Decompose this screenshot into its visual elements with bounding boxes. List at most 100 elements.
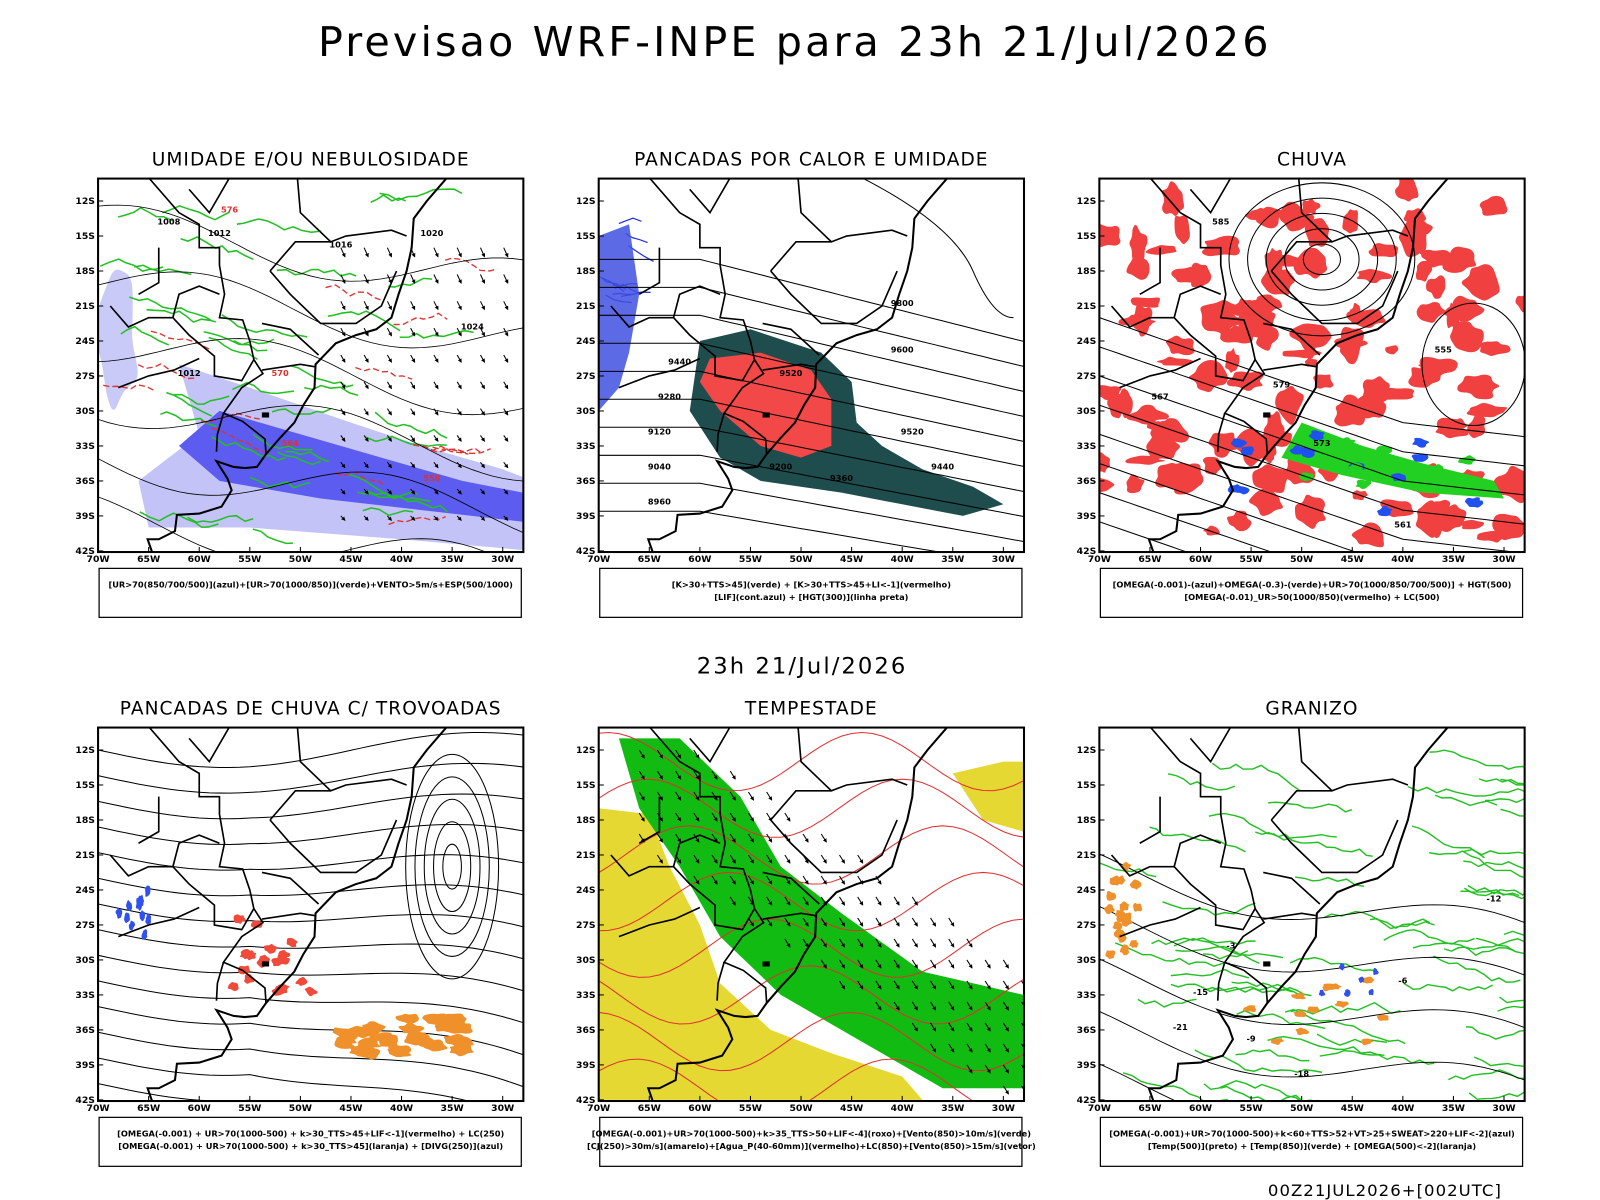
wind-vector [784, 938, 791, 948]
shaded-area [1304, 218, 1330, 247]
contour-line [388, 277, 433, 288]
contour-label: 9440 [668, 356, 691, 366]
map-panel: TEMPESTADE 12S 15S 18S 21S 24S 27S 30S 33S 36S 39S… [576, 698, 1036, 1167]
panel-title: TEMPESTADE [744, 698, 878, 719]
map-frame [97, 726, 525, 1103]
shaded-area [1121, 912, 1132, 921]
border-line [296, 727, 407, 792]
streamline [405, 753, 500, 980]
shaded-area [145, 913, 152, 925]
wind-vector [1021, 1085, 1024, 1095]
lat-label: 30S [1077, 955, 1097, 966]
contour-line [236, 218, 322, 234]
border-line [762, 322, 820, 356]
wind-vector [387, 515, 392, 521]
border-line [1173, 285, 1256, 382]
lat-label: 27S [576, 371, 596, 382]
shaded-area [145, 885, 151, 897]
contour-line [1478, 778, 1525, 785]
border-line [638, 247, 661, 295]
lat-label: 12S [75, 745, 95, 756]
contour-line [277, 451, 322, 466]
shaded-area [450, 1023, 473, 1034]
shaded-area [598, 808, 923, 1100]
panel-title: PANCADAS DE CHUVA C/ TROVOADAS [120, 698, 502, 719]
lon-label: 60W [688, 554, 711, 565]
contour-line [1162, 901, 1256, 916]
island [261, 412, 270, 418]
lon-label: 65W [638, 1103, 661, 1114]
wind-vector [766, 854, 773, 864]
wind-vector [479, 301, 486, 311]
contour-line [174, 393, 230, 405]
shaded-area [1295, 1027, 1309, 1036]
lat-label: 30S [576, 406, 596, 417]
lat-label: 27S [1077, 920, 1097, 931]
border-line [1270, 241, 1333, 272]
contour-line [98, 271, 524, 349]
shaded-area [1476, 530, 1510, 543]
contour-line [1383, 929, 1475, 945]
wind-vector [784, 854, 791, 864]
wind-vector [966, 980, 973, 990]
shaded-area [1225, 348, 1240, 373]
wind-vector [766, 896, 773, 906]
contour-line [1433, 955, 1521, 983]
border-line [648, 178, 768, 455]
wind-vector [433, 408, 439, 416]
shaded-area [115, 907, 123, 919]
shaded-area [1278, 201, 1315, 232]
wind-vector [693, 770, 700, 780]
contour-label: 1012 [208, 228, 231, 238]
wind-vector [875, 1001, 882, 1011]
shaded-area [1129, 224, 1148, 264]
contour-line [862, 178, 1014, 319]
border-line [215, 413, 225, 452]
lon-label: 70W [1088, 1103, 1111, 1114]
lat-label: 39S [576, 511, 596, 522]
wind-vector [729, 791, 736, 801]
wind-vector [386, 274, 392, 284]
map-area: 9800 9600 9520 9440 9360 9280 9200 9120 9040 8960… [598, 178, 1024, 553]
contour-line [445, 257, 498, 272]
wind-vector [911, 959, 918, 969]
contour-line [598, 510, 943, 553]
contour-label: -6 [1398, 975, 1407, 985]
border-line [1216, 413, 1226, 452]
border-line [171, 834, 255, 931]
wind-vector [693, 833, 700, 843]
border-line [1119, 906, 1201, 938]
lon-label: 65W [137, 1103, 160, 1114]
shaded-area [1479, 195, 1508, 216]
shaded-area [369, 1032, 398, 1043]
contour-line [1407, 785, 1525, 797]
contour-line [598, 1011, 1024, 1072]
lat-label: 15S [75, 231, 95, 242]
contour-line [252, 433, 313, 451]
contour-line [1170, 968, 1250, 979]
contour-line [370, 194, 406, 204]
lon-label: 30W [992, 554, 1015, 565]
lat-label: 15S [1077, 780, 1097, 791]
wind-vector [386, 247, 393, 258]
streamline [433, 821, 472, 913]
wind-vector [875, 896, 882, 906]
lon-label: 60W [188, 1103, 211, 1114]
wind-vector [729, 896, 736, 906]
lat-label: 12S [75, 196, 95, 207]
contour-line [1137, 998, 1197, 1008]
lon-label: 40W [390, 554, 413, 565]
wind-vector [1021, 1001, 1024, 1011]
border-line [1297, 727, 1409, 792]
lat-label: 21S [1077, 301, 1097, 312]
streamline [98, 1031, 524, 1088]
wind-vector [893, 980, 900, 990]
wind-vector [893, 1001, 900, 1011]
streamline [98, 1057, 471, 1102]
shaded-area [1262, 448, 1276, 464]
border-line [1263, 322, 1321, 356]
shaded-area [1426, 275, 1446, 299]
shaded-area [1220, 325, 1254, 344]
contour-line [1099, 375, 1525, 496]
wind-vector [820, 938, 827, 948]
